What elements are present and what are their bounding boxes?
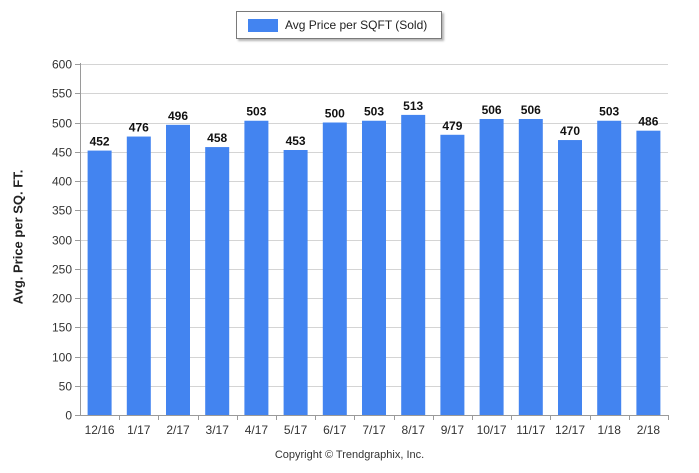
- x-tick-label: 12/16: [85, 423, 115, 437]
- legend: Avg Price per SQFT (Sold): [236, 11, 442, 39]
- data-label: 476: [129, 121, 149, 135]
- x-tick-label: 2/18: [637, 423, 661, 437]
- data-label: 503: [364, 105, 384, 119]
- bars: [87, 114, 661, 416]
- data-label: 470: [560, 124, 580, 138]
- bar: [166, 124, 190, 415]
- y-tick-label: 350: [52, 204, 72, 218]
- x-tick-label: 5/17: [284, 423, 308, 437]
- bar: [558, 140, 582, 416]
- data-label: 503: [246, 105, 266, 119]
- bar: [205, 147, 230, 415]
- x-tick-label: 2/17: [166, 423, 190, 437]
- data-label: 486: [638, 115, 658, 129]
- x-tick-label: 8/17: [402, 423, 426, 437]
- bar: [87, 150, 112, 415]
- y-tick-label: 100: [52, 351, 72, 365]
- bar: [401, 114, 426, 416]
- bar: [440, 134, 465, 415]
- data-label: 503: [599, 105, 619, 119]
- bar: [479, 118, 504, 416]
- legend-label: Avg Price per SQFT (Sold): [285, 18, 428, 32]
- y-tick-label: 250: [52, 263, 72, 277]
- data-label: 513: [403, 99, 423, 113]
- x-tick-label: 6/17: [323, 423, 347, 437]
- bar: [518, 118, 543, 416]
- x-tick-label: 11/17: [516, 423, 545, 437]
- x-tick-label: 12/17: [555, 423, 585, 437]
- y-tick-label: 550: [52, 87, 72, 101]
- y-tick-label: 200: [52, 292, 72, 306]
- x-tick-label: 1/18: [598, 423, 622, 437]
- bar: [244, 120, 269, 416]
- bar: [597, 120, 622, 416]
- bar: [126, 136, 151, 416]
- data-labels: 452 476 496 458 503 453 500 503 513 479 506 506 470 5…: [90, 99, 659, 149]
- data-label: 506: [482, 103, 502, 117]
- y-tick-label: 300: [52, 234, 72, 248]
- x-axis-ticks: 12/16 1/17 2/17 3/17 4/17 5/17 6/17 7/17 8/17 9/1…: [85, 415, 669, 437]
- x-tick-label: 9/17: [441, 423, 465, 437]
- y-tick-label: 150: [52, 321, 72, 335]
- y-tick-label: 0: [65, 409, 72, 423]
- legend-swatch: [248, 18, 278, 32]
- data-label: 453: [286, 134, 306, 148]
- data-label: 500: [325, 107, 345, 121]
- copyright-text: Copyright © Trendgraphix, Inc.: [274, 449, 425, 461]
- y-tick-label: 50: [59, 380, 73, 394]
- x-tick-label: 10/17: [477, 423, 507, 437]
- bar: [636, 130, 661, 415]
- y-tick-label: 600: [52, 58, 72, 72]
- y-tick-label: 450: [52, 146, 72, 160]
- y-tick-label: 400: [52, 175, 72, 189]
- y-tick-label: 500: [52, 117, 72, 131]
- data-label: 458: [207, 131, 227, 145]
- data-label: 452: [90, 135, 110, 149]
- data-label: 479: [442, 119, 462, 133]
- x-tick-label: 7/17: [362, 423, 386, 437]
- bar: [283, 149, 308, 415]
- y-axis-ticks: 0 50 100 150 200 250 300 350 400 450 500 550 600: [52, 58, 80, 423]
- data-label: 506: [521, 103, 541, 117]
- x-tick-label: 3/17: [206, 423, 230, 437]
- x-tick-label: 4/17: [245, 423, 269, 437]
- y-axis-title: Avg. Price per SQ. FT.: [10, 169, 26, 305]
- x-tick-label: 1/17: [127, 423, 151, 437]
- bar: [322, 122, 347, 415]
- data-label: 496: [168, 109, 188, 123]
- bar: [362, 120, 386, 416]
